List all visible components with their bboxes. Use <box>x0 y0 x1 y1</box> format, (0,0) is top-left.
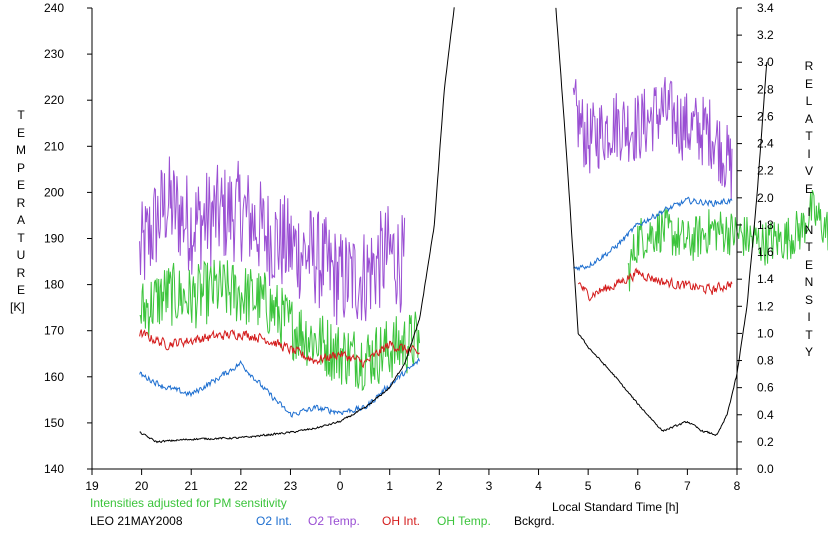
right-tick-label: 1.4 <box>757 272 774 286</box>
left-axis-unit: [K] <box>10 300 25 314</box>
x-tick-label: 0 <box>337 479 344 493</box>
pm-sensitivity-note: Intensities adjusted for PM sensitivity <box>90 496 287 510</box>
left-axis-label-letter: E <box>16 283 25 297</box>
right-tick-label: 2.8 <box>757 82 774 96</box>
left-tick-label: 150 <box>44 416 64 430</box>
left-axis-label-letter: T <box>17 108 25 122</box>
right-axis-label-letter: A <box>804 111 813 126</box>
right-axis-label-letter: I <box>807 310 811 324</box>
series-layer <box>139 7 828 444</box>
x-tick-label: 22 <box>234 479 248 493</box>
right-tick-label: 0.4 <box>757 408 774 422</box>
series-line-oh-temp--2 <box>627 190 828 292</box>
left-tick-label: 210 <box>44 139 64 153</box>
left-tick-label: 190 <box>44 232 64 246</box>
right-axis-label-letter: V <box>804 164 813 178</box>
right-tick-label: 0.8 <box>757 354 774 368</box>
right-tick-label: 0.6 <box>757 381 774 395</box>
left-axis-label-letter: R <box>16 265 26 280</box>
left-axis-label-letter: E <box>16 125 25 140</box>
left-tick-label: 220 <box>44 93 64 107</box>
x-tick-label: 7 <box>684 479 691 493</box>
right-axis-label-letter: N <box>804 275 814 289</box>
right-axis-label-letter: T <box>805 240 813 254</box>
right-axis-label-letter: L <box>805 94 813 108</box>
legend-item-oh-int: OH Int. <box>382 514 421 528</box>
x-tick-label: 2 <box>436 479 443 493</box>
right-axis-label-letter: I <box>807 146 811 161</box>
right-axis-label-letter: N <box>804 222 814 237</box>
left-axis-label-letter: A <box>16 213 25 227</box>
series-line-bckgrd--1 <box>139 7 455 444</box>
right-tick-label: 1.0 <box>757 326 774 340</box>
series-line-o2-int--2 <box>573 196 733 272</box>
x-tick-label: 1 <box>386 479 393 493</box>
left-tick-label: 230 <box>44 47 64 61</box>
right-tick-label: 1.6 <box>757 245 774 259</box>
x-tick-label: 21 <box>185 479 199 493</box>
right-axis-label-letter: E <box>804 181 813 196</box>
right-tick-label: 3.4 <box>757 1 774 15</box>
left-axis-label-letter: U <box>16 248 26 262</box>
series-line-oh-int--1 <box>139 329 420 369</box>
right-tick-label: 2.0 <box>757 191 774 205</box>
right-tick-label: 0.0 <box>757 462 774 476</box>
left-axis-label-letter: M <box>16 143 26 157</box>
series-line-oh-temp--1 <box>139 259 420 392</box>
left-axis-label-letter: E <box>16 178 25 192</box>
right-tick-label: 2.2 <box>757 164 774 178</box>
right-tick-label: 1.8 <box>757 218 774 232</box>
right-axis-label-letter: T <box>805 129 813 143</box>
right-tick-label: 2.4 <box>757 137 774 151</box>
right-axis-label-letter: Y <box>804 345 813 359</box>
right-tick-label: 0.2 <box>757 435 774 449</box>
right-axis-label-letter: T <box>805 327 813 342</box>
x-axis-label: Local Standard Time [h] <box>552 500 679 514</box>
x-tick-label: 23 <box>284 479 298 493</box>
x-tick-label: 19 <box>85 479 99 493</box>
right-tick-label: 1.2 <box>757 299 774 313</box>
left-tick-label: 180 <box>44 278 64 292</box>
right-tick-label: 2.6 <box>757 109 774 123</box>
right-axis-label-letter: R <box>804 59 814 73</box>
legend-item-o2-int: O2 Int. <box>256 514 293 528</box>
x-tick-label: 20 <box>135 479 149 493</box>
left-tick-label: 160 <box>44 370 64 384</box>
right-axis-label-letter: S <box>804 292 813 307</box>
legend-item-oh-temp: OH Temp. <box>437 514 491 528</box>
right-axis-label-letter: E <box>804 76 813 91</box>
series-line-o2-temp--2 <box>572 77 733 200</box>
legend-item-bckgrd: Bckgrd. <box>514 514 555 528</box>
x-tick-label: 6 <box>634 479 641 493</box>
x-tick-label: 5 <box>585 479 592 493</box>
left-tick-label: 170 <box>44 324 64 338</box>
left-tick-label: 140 <box>44 462 64 476</box>
legend-item-o2-temp: O2 Temp. <box>308 514 360 528</box>
right-axis-label-letter: I <box>807 205 811 219</box>
x-tick-label: 4 <box>535 479 542 493</box>
left-axis-label-letter: R <box>16 195 26 210</box>
station-date-label: LEO 21MAY2008 <box>90 514 183 528</box>
left-axis-label-letter: T <box>17 230 25 245</box>
right-tick-label: 3.2 <box>757 28 774 42</box>
x-tick-label: 8 <box>734 479 741 493</box>
x-tick-label: 3 <box>486 479 493 493</box>
left-tick-label: 240 <box>44 1 64 15</box>
right-axis-label-letter: E <box>804 257 813 272</box>
series-line-bckgrd--2 <box>555 7 768 437</box>
left-axis-label-letter: P <box>16 160 25 175</box>
series-line-oh-int--2 <box>577 267 733 302</box>
left-tick-label: 200 <box>44 185 64 199</box>
right-tick-label: 3.0 <box>757 55 774 69</box>
axes-layer: 1401501601701801902002102202302400.00.20… <box>44 1 774 493</box>
series-line-o2-temp--1 <box>139 156 406 326</box>
